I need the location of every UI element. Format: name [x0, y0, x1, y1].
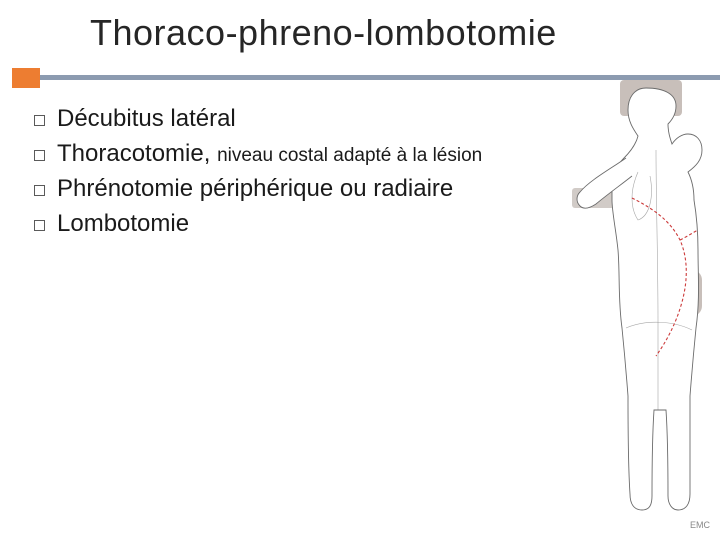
list-item-sub: niveau costal adapté à la lésion	[217, 145, 482, 166]
square-bullet-icon	[34, 185, 45, 196]
square-bullet-icon	[34, 115, 45, 126]
list-item-text: Phrénotomie périphérique ou radiaire	[57, 175, 453, 203]
list-item-text: Lombotomie	[57, 210, 189, 238]
square-bullet-icon	[34, 220, 45, 231]
list-item-main: Décubitus latéral	[57, 105, 236, 132]
figure-credit: EMC	[690, 520, 710, 530]
bullet-list: Décubitus latéral Thoracotomie, niveau c…	[34, 105, 594, 245]
page-title: Thoraco-phreno-lombotomie	[90, 12, 557, 54]
slide: Thoraco-phreno-lombotomie Décubitus laté…	[0, 0, 720, 540]
anatomy-figure	[572, 80, 710, 518]
body-outline	[612, 88, 702, 510]
list-item-text: Décubitus latéral	[57, 105, 236, 133]
list-item: Thoracotomie, niveau costal adapté à la …	[34, 140, 594, 168]
list-item-main: Thoracotomie,	[57, 140, 217, 167]
accent-block	[12, 68, 40, 88]
square-bullet-icon	[34, 150, 45, 161]
list-item-main: Lombotomie	[57, 210, 189, 237]
list-item-text: Thoracotomie, niveau costal adapté à la …	[57, 140, 482, 168]
list-item: Décubitus latéral	[34, 105, 594, 133]
list-item-main: Phrénotomie périphérique ou radiaire	[57, 175, 453, 202]
list-item: Phrénotomie périphérique ou radiaire	[34, 175, 594, 203]
list-item: Lombotomie	[34, 210, 594, 238]
